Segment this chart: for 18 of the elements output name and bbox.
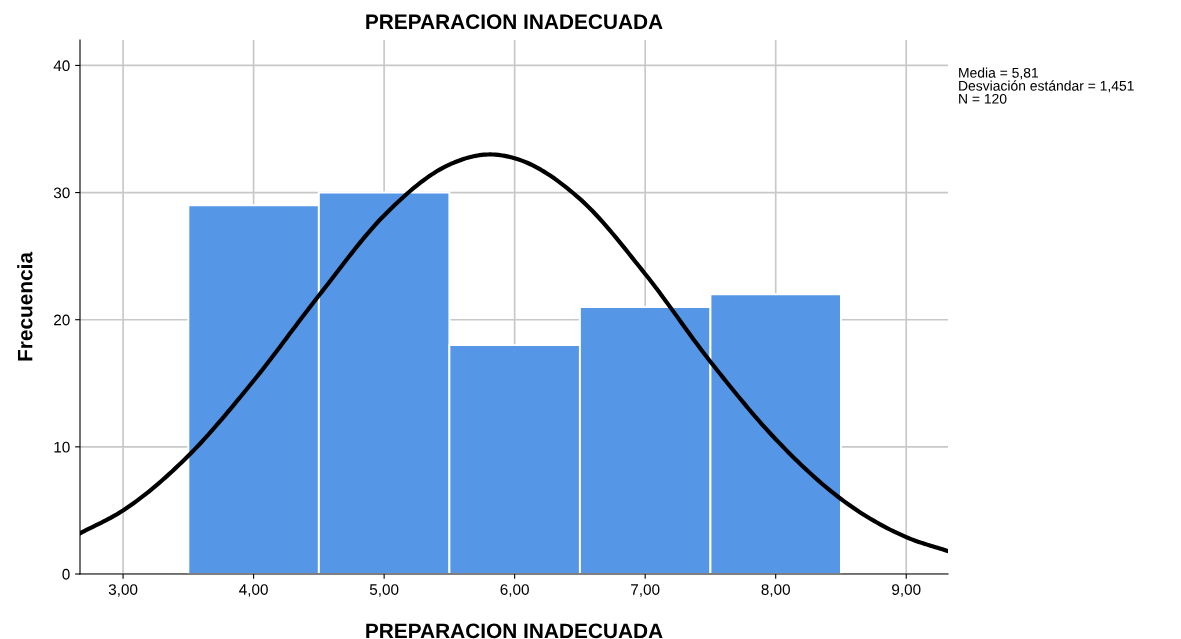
x-axis-title: PREPARACION INADECUADA [366,623,663,639]
text: Media = 5,81 [959,67,1039,80]
text: Desviación estándar = 1,451 [959,80,1134,93]
x-tick-label: 7,00 [631,584,660,597]
x-tick-label: 5,00 [369,584,399,597]
y-tick-label: 30 [53,187,70,199]
y-tick-label: 20 [54,314,70,326]
y-tick-label: 0 [62,568,70,580]
y-tick-label: 10 [54,441,70,453]
y-tick-label: 40 [53,60,70,72]
text: N = 120 [959,93,1007,104]
x-tick-label: 6,00 [500,584,529,597]
x-tick-label: 9,00 [892,584,921,597]
x-tick-label: 8,00 [761,584,790,597]
y-axis-title: Frecuencia [17,251,33,361]
x-tick-label: 4,00 [239,584,268,597]
chart-title: PREPARACION INADECUADA [366,14,663,30]
x-tick-label: 3,00 [108,584,138,597]
